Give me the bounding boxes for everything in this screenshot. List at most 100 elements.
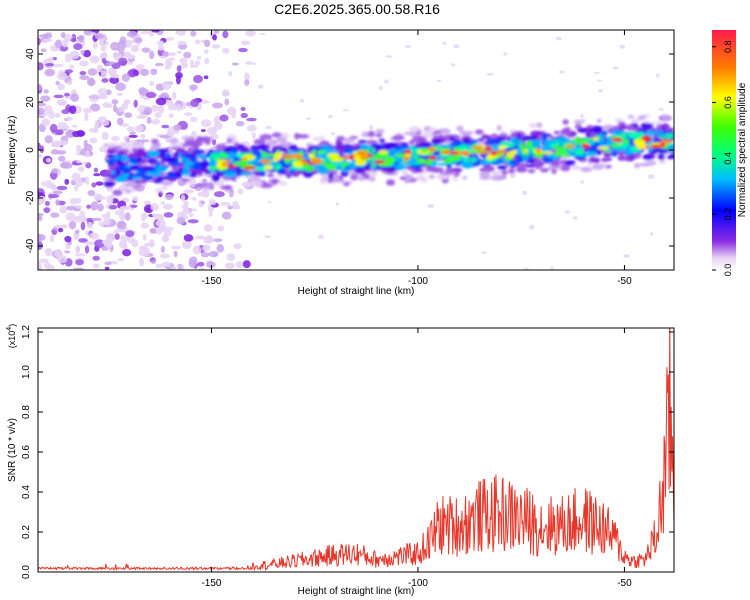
noise-speckle [61,39,69,48]
noise-speckle [49,234,55,243]
noise-speckle [335,202,340,206]
noise-speckle [172,91,177,100]
ridge-patch [428,174,435,179]
noise-speckle [71,124,78,128]
noise-speckle [190,98,200,108]
ridge-patch [580,166,593,173]
ridge-patch [106,154,116,159]
noise-speckle [161,234,170,243]
noise-speckle [89,137,98,144]
ridge-patch [562,119,569,125]
spectrogram-noise-speckle [38,30,664,270]
noise-speckle [100,70,107,79]
noise-speckle [598,88,604,93]
noise-speckle [165,58,170,68]
ridge-patch [196,183,209,188]
noise-speckle [251,132,256,139]
colorbar-tick-label: 0.4 [723,152,733,165]
noise-speckle [221,211,232,220]
ridge-patch [267,173,275,178]
noise-speckle [213,191,225,198]
noise-speckle [38,37,41,46]
noise-speckle [204,224,213,232]
noise-speckle [259,32,266,36]
spectrogram-heatmap [38,30,674,270]
noise-speckle [106,195,114,205]
ridge-patch [448,156,461,161]
ridge-patch [155,165,168,172]
noise-speckle [105,232,116,242]
ridge-patch [510,132,518,139]
noise-speckle [38,62,44,71]
snr-series-line [38,328,674,572]
ridge-patch [124,182,136,188]
noise-speckle [176,217,186,225]
snr-y-tick-label: 0.2 [21,525,32,539]
noise-speckle [596,79,603,82]
noise-speckle [146,116,152,124]
noise-speckle [235,205,241,210]
ridge-patch [497,165,508,171]
noise-speckle [265,125,272,130]
noise-speckle [528,224,535,230]
noise-speckle [48,193,60,199]
noise-speckle [220,201,231,206]
ridge-patch [486,138,496,145]
ridge-patch [527,168,536,174]
ridge-patch [491,170,500,175]
noise-speckle [73,204,83,209]
ridge-patch [290,153,304,160]
noise-speckle [155,263,163,269]
noise-speckle [183,234,194,242]
ridge-patch [488,165,495,172]
noise-speckle [45,157,52,163]
ridge-patch [332,179,344,183]
ridge-patch [233,161,242,166]
noise-speckle [213,30,220,34]
ridge-patch [647,147,654,152]
ridge-patch [160,159,166,167]
ridge-patch [552,152,563,157]
snr-y-tick-label: 0.4 [21,485,32,499]
noise-speckle [211,102,223,109]
noise-speckle [188,177,197,185]
ridge-patch [506,151,515,158]
noise-speckle [84,241,95,245]
noise-speckle [119,36,127,45]
noise-speckle [195,235,206,240]
noise-speckle [113,229,119,234]
noise-speckle [55,199,60,206]
ridge-patch [342,161,350,166]
noise-speckle [267,200,272,204]
noise-speckle [70,93,80,102]
ridge-patch [143,155,151,159]
noise-speckle [75,178,84,187]
noise-speckle [163,228,172,237]
ridge-patch [150,138,159,144]
noise-speckle [79,75,90,81]
noise-speckle [233,243,242,250]
noise-speckle [171,245,182,250]
noise-speckle [66,205,77,211]
noise-speckle [82,107,93,114]
noise-speckle [180,194,186,202]
noise-speckle [69,64,75,70]
ridge-patch [194,150,201,155]
ridge-patch [504,142,515,148]
ridge-patch [667,144,674,152]
ridge-patch [581,143,590,149]
ridge-patch [308,153,315,159]
ridge-patch [380,153,389,158]
ridge-patch [477,150,489,155]
ridge-patch [344,137,356,144]
noise-speckle [155,97,167,106]
noise-speckle [112,52,122,61]
ridge-patch [573,119,584,124]
noise-speckle [118,57,128,66]
noise-speckle [90,103,101,112]
ridge-patch [271,178,278,186]
noise-speckle [246,117,257,122]
noise-speckle [208,251,219,258]
noise-speckle [509,173,517,178]
noise-speckle [580,180,584,184]
